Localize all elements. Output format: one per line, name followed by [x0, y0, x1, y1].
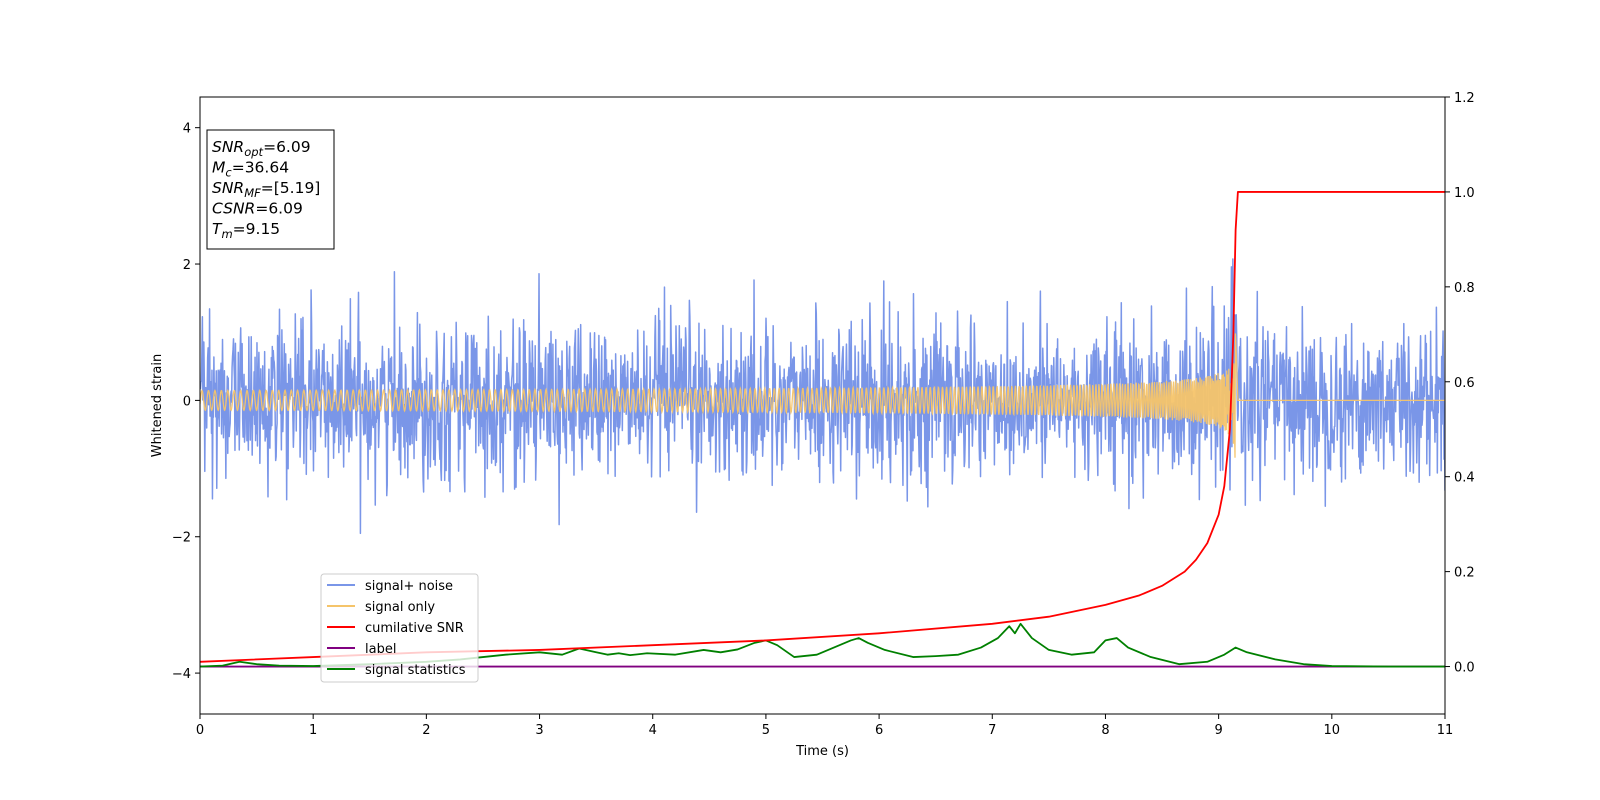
x-axis-label: Time (s) — [795, 744, 849, 759]
legend-label: signal statistics — [365, 663, 466, 678]
info-line-symbol: SNR — [212, 138, 244, 156]
info-line-value: =36.64 — [232, 159, 289, 177]
y2-tick-label: 1.0 — [1454, 186, 1475, 201]
x-tick-label: 5 — [762, 723, 770, 738]
y-tick-label: 0 — [183, 394, 191, 409]
legend-label: cumilative SNR — [365, 621, 464, 636]
info-line: CSNR=6.09 — [212, 200, 303, 218]
info-line-subscript: c — [225, 166, 232, 180]
x-tick-label: 7 — [988, 723, 996, 738]
plot-frame — [199, 96, 1446, 715]
x-tick-label: 0 — [196, 723, 204, 738]
info-line-value: =6.09 — [255, 200, 303, 218]
y2-tick-label: 0.8 — [1454, 281, 1475, 296]
y2-tick-label: 0.2 — [1454, 566, 1475, 581]
info-line-value: =6.09 — [263, 138, 311, 156]
info-line-subscript: MF — [244, 186, 261, 200]
info-line-symbol: SNR — [212, 179, 244, 197]
info-line: Mc=36.64 — [212, 159, 289, 180]
y-tick-label: 2 — [183, 258, 191, 273]
y2-tick-label: 1.2 — [1454, 91, 1475, 106]
y-axis-label: Whitened strain — [150, 354, 165, 457]
info-line-value: =[5.19] — [261, 179, 321, 197]
x-tick-label: 8 — [1101, 723, 1109, 738]
x-tick-label: 3 — [535, 723, 543, 738]
series-signal-only-line — [200, 333, 1445, 458]
x-tick-label: 1 — [309, 723, 317, 738]
x-tick-label: 10 — [1324, 723, 1341, 738]
series-signal-noise-line — [200, 258, 1445, 535]
legend-label: label — [365, 642, 396, 657]
legend: signal+ noise signal only cumilative SNR la… — [320, 573, 479, 683]
info-line: SNRopt=6.09 — [212, 138, 311, 159]
info-line-value: =9.15 — [233, 220, 281, 238]
legend-label: signal+ noise — [365, 579, 453, 594]
x-tick-label: 11 — [1437, 723, 1454, 738]
y-tick-label: −4 — [172, 667, 191, 682]
info-line-subscript: m — [221, 227, 232, 241]
info-line-symbol: T — [212, 220, 223, 238]
y2-tick-label: 0.0 — [1454, 661, 1475, 676]
x-tick-label: 4 — [649, 723, 657, 738]
info-box: SNRopt=6.09Mc=36.64SNRMF=[5.19]CSNR=6.09… — [206, 129, 335, 250]
axes: 0 1 2 3 4 5 6 7 8 9 10 11 −4 −2 0 2 4 0.0 0.2 0.4 0.6 0.8 1.0 1… — [150, 91, 1475, 759]
legend-label: signal only — [365, 600, 435, 615]
series-cumulative-snr-line — [200, 191, 1445, 663]
y-tick-label: 4 — [183, 122, 191, 137]
info-line: SNRMF=[5.19] — [212, 179, 320, 200]
info-line-subscript: opt — [244, 145, 263, 159]
x-tick-label: 2 — [422, 723, 430, 738]
info-line-symbol: M — [212, 159, 225, 177]
y2-tick-label: 0.6 — [1454, 376, 1475, 391]
info-box-frame — [206, 129, 335, 250]
info-line: Tm=9.15 — [212, 220, 280, 241]
y2-tick-label: 0.4 — [1454, 471, 1475, 486]
y-tick-label: −2 — [172, 531, 191, 546]
info-line-symbol: CSNR — [212, 200, 255, 218]
x-tick-label: 6 — [875, 723, 883, 738]
legend-frame — [320, 573, 479, 683]
x-tick-label: 9 — [1214, 723, 1222, 738]
series-signal-statistics-line — [200, 622, 1445, 668]
